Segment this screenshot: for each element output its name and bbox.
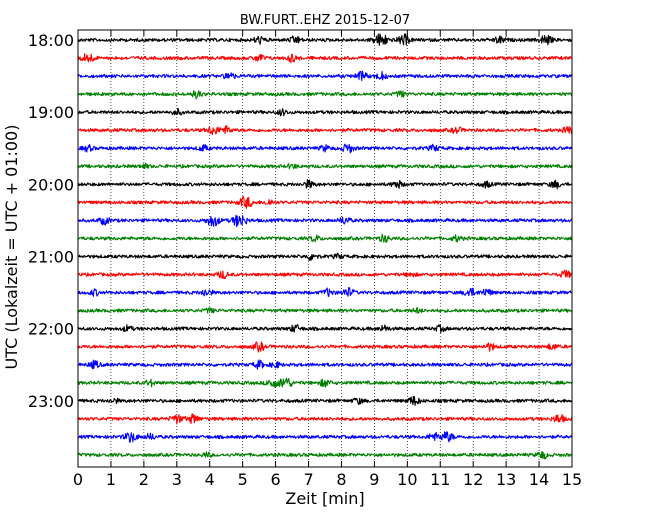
seismic-trace-1945 bbox=[77, 162, 573, 170]
seismic-trace-1930 bbox=[77, 143, 573, 154]
seismic-traces bbox=[77, 33, 573, 460]
seismic-trace-2100 bbox=[77, 252, 573, 261]
seismic-trace-2200 bbox=[77, 324, 573, 334]
seismic-trace-1845 bbox=[77, 89, 573, 100]
seismic-trace-2230 bbox=[77, 359, 573, 370]
x-tick-label: 11 bbox=[430, 470, 450, 489]
y-tick-label: 23:00 bbox=[28, 392, 74, 411]
x-axis-ticks: 0 1 2 3 4 5 6 7 8 9 10 11 12 13 14 15 bbox=[73, 30, 582, 489]
x-tick-label: 1 bbox=[106, 470, 116, 489]
x-tick-label: 8 bbox=[336, 470, 346, 489]
seismic-trace-1900 bbox=[77, 107, 573, 117]
x-tick-label: 15 bbox=[562, 470, 582, 489]
y-tick-label: 20:00 bbox=[28, 175, 74, 194]
seismic-trace-1815 bbox=[77, 53, 573, 64]
seismic-trace-2245 bbox=[77, 377, 573, 388]
y-tick-label: 18:00 bbox=[28, 31, 74, 50]
x-tick-label: 13 bbox=[496, 470, 516, 489]
x-tick-label: 2 bbox=[139, 470, 149, 489]
x-tick-label: 3 bbox=[172, 470, 182, 489]
seismic-trace-2145 bbox=[77, 306, 573, 314]
chart-title: BW.FURT..EHZ 2015-12-07 bbox=[240, 13, 410, 28]
seismic-trace-2330 bbox=[77, 431, 573, 443]
seismic-trace-2345 bbox=[77, 451, 573, 460]
seismic-trace-2030 bbox=[77, 214, 573, 228]
y-tick-label: 19:00 bbox=[28, 103, 74, 122]
y-axis-label: UTC (Lokalzeit = UTC + 01:00) bbox=[2, 125, 21, 370]
x-tick-label: 6 bbox=[271, 470, 281, 489]
seismic-trace-1800 bbox=[77, 33, 573, 46]
x-tick-label: 10 bbox=[397, 470, 417, 489]
x-tick-label: 0 bbox=[73, 470, 83, 489]
y-tick-label: 21:00 bbox=[28, 247, 74, 266]
grid-lines bbox=[110, 30, 540, 467]
plot-frame bbox=[77, 29, 573, 468]
seismic-trace-2315 bbox=[77, 413, 573, 425]
seismic-trace-2130 bbox=[77, 287, 573, 297]
x-tick-label: 7 bbox=[303, 470, 313, 489]
seismic-trace-2300 bbox=[77, 396, 573, 406]
y-tick-label: 22:00 bbox=[28, 320, 74, 339]
x-tick-label: 12 bbox=[463, 470, 483, 489]
seismic-trace-2000 bbox=[77, 179, 573, 190]
seismic-trace-2015 bbox=[77, 196, 573, 209]
seismic-trace-2215 bbox=[77, 341, 573, 353]
seismic-trace-2115 bbox=[77, 269, 572, 280]
seismic-trace-2045 bbox=[77, 233, 573, 244]
y-axis-ticks: 18:00 19:00 20:00 21:00 22:00 23:00 bbox=[28, 31, 572, 411]
x-axis-label: Zeit [min] bbox=[285, 489, 364, 508]
x-tick-label: 5 bbox=[238, 470, 248, 489]
x-tick-label: 4 bbox=[205, 470, 215, 489]
seismic-trace-1830 bbox=[77, 70, 573, 82]
seismic-trace-1915 bbox=[77, 124, 573, 136]
x-tick-label: 9 bbox=[369, 470, 379, 489]
x-tick-label: 14 bbox=[529, 470, 549, 489]
